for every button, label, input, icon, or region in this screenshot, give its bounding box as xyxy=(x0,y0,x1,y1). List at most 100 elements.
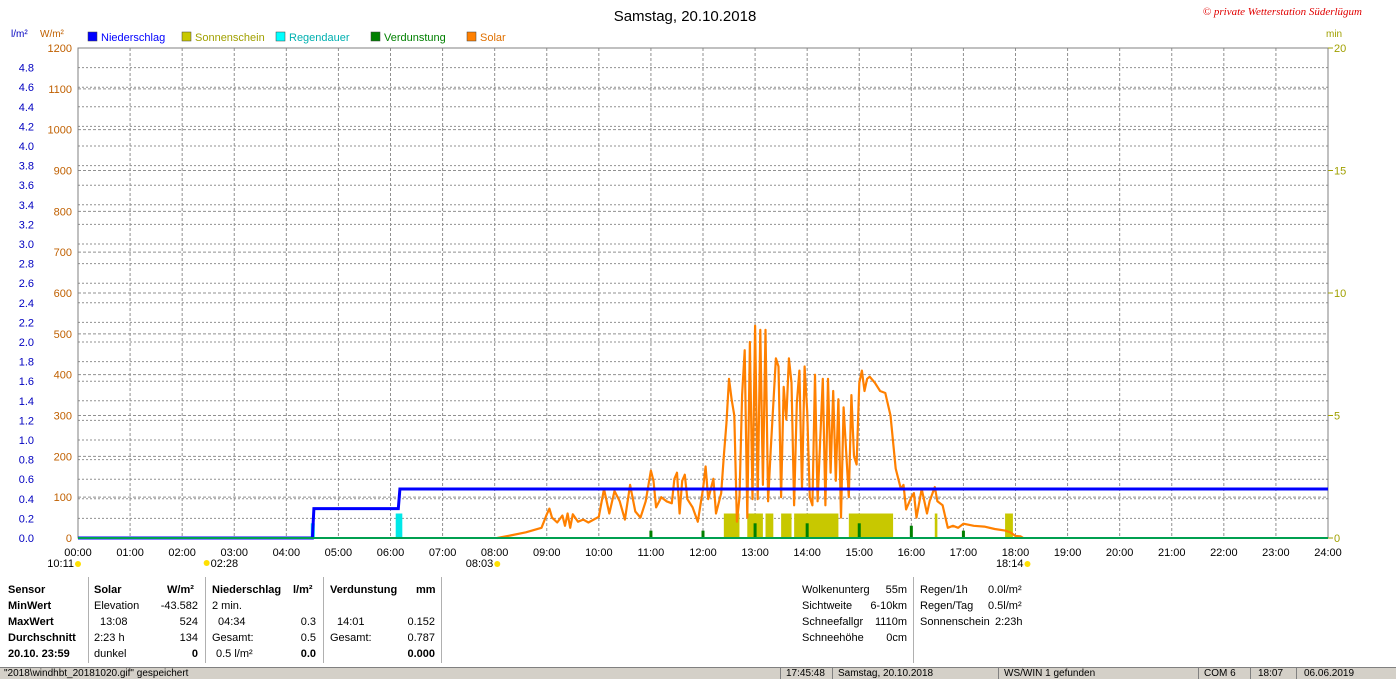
y-tick-precip: 4.6 xyxy=(19,82,34,94)
sensor-header: Sensor xyxy=(8,584,46,596)
rain-duration-bar xyxy=(395,513,400,538)
y-tick-precip: 3.4 xyxy=(19,200,34,212)
status-device: WS/WIN 1 gefunden xyxy=(1004,668,1096,679)
y-tick-precip: 0.0 xyxy=(19,533,34,545)
weather-value-0: 55m xyxy=(885,584,907,596)
weather-label-3: Schneehöhe xyxy=(802,632,864,644)
precip-header: Niederschlag xyxy=(212,584,282,596)
y-tick-precip: 2.4 xyxy=(19,298,34,310)
evap-unit: mm xyxy=(416,584,436,596)
status-date: Samstag, 20.10.2018 xyxy=(838,668,934,679)
y-tick-minutes: 20 xyxy=(1334,43,1346,55)
x-tick-label: 13:00 xyxy=(741,547,769,559)
evap-value-3: 0.000 xyxy=(407,648,435,660)
weather-value-1: 6-10km xyxy=(870,600,907,612)
sunshine-bar xyxy=(934,513,938,538)
evaporation-marks xyxy=(649,523,965,538)
x-tick-label: 16:00 xyxy=(898,547,926,559)
sunshine-bar xyxy=(848,513,894,538)
x-tick-label: 15:00 xyxy=(845,547,873,559)
legend-swatch xyxy=(275,31,286,42)
y-tick-solar: 700 xyxy=(54,247,72,259)
y-tick-precip: 2.2 xyxy=(19,317,34,329)
status-bar: "2018\windhbt_20181020.gif" gespeichert … xyxy=(0,667,1396,679)
x-tick-label: 22:00 xyxy=(1210,547,1238,559)
y-tick-precip: 1.0 xyxy=(19,435,34,447)
precip-unit: l/m² xyxy=(293,584,313,596)
x-tick-label: 09:00 xyxy=(533,547,561,559)
legend-swatch xyxy=(370,31,381,42)
y-tick-solar: 100 xyxy=(54,492,72,504)
solar-value-2: 134 xyxy=(179,632,198,644)
evap-value-2: 0.787 xyxy=(407,632,435,644)
weather-label-1: Sichtweite xyxy=(802,600,853,612)
legend-label: Niederschlag xyxy=(101,32,165,44)
precip-value-3: 0.0 xyxy=(300,648,316,660)
y-axis-minutes-ticks: 0 5 10 15 20 xyxy=(1328,43,1346,545)
y-tick-precip: 2.8 xyxy=(19,259,34,271)
stats-panel: Sensor MinWert MaxWert Durchschnitt 20.1… xyxy=(0,575,1396,667)
y-tick-precip: 0.2 xyxy=(19,513,34,525)
y-tick-solar: 400 xyxy=(54,370,72,382)
legend: Niederschlag Sonnenschein Regendauer Verdun… xyxy=(87,31,506,44)
y-tick-precip: 3.6 xyxy=(19,180,34,192)
y-tick-precip: 0.6 xyxy=(19,474,34,486)
solar-value-1: 524 xyxy=(179,616,198,628)
solar-value-3: 0 xyxy=(191,648,198,660)
y-tick-precip: 1.6 xyxy=(19,376,34,388)
weather-label-0: Wolkenunterg xyxy=(802,584,870,596)
y-tick-precip: 4.8 xyxy=(19,63,34,75)
y-tick-precip: 1.4 xyxy=(19,396,34,408)
y-tick-precip: 0.8 xyxy=(19,455,34,467)
rain-value-2: 2:23h xyxy=(995,616,1023,628)
y-tick-precip: 4.4 xyxy=(19,102,34,114)
precip-value-2: 0.5 xyxy=(300,632,316,644)
sunshine-bar xyxy=(794,513,839,538)
legend-swatch xyxy=(87,31,98,42)
x-tick-label: 06:00 xyxy=(377,547,405,559)
rain-label-2: Sonnenschein xyxy=(920,616,990,628)
y-tick-minutes: 15 xyxy=(1334,166,1346,178)
solar-label-3: dunkel xyxy=(94,648,127,660)
sunshine-bar xyxy=(781,513,792,538)
x-tick-label: 02:00 xyxy=(168,547,196,559)
weather-value-2: 1110m xyxy=(874,616,907,628)
unit-solar: W/m² xyxy=(40,29,65,40)
sun-marker-icon xyxy=(203,560,210,566)
x-tick-label: 24:00 xyxy=(1314,547,1342,559)
y-tick-solar: 1000 xyxy=(48,125,72,137)
solar-label-0: Elevation xyxy=(94,600,140,612)
sensor-row-avg: Durchschnitt xyxy=(8,632,76,644)
sun-marker-icon xyxy=(1024,561,1031,567)
precip-label-3: 0.5 l/m² xyxy=(216,648,253,660)
x-tick-label: 12:00 xyxy=(689,547,717,559)
x-tick-label: 18:00 xyxy=(1002,547,1030,559)
unit-precip: l/m² xyxy=(11,29,28,40)
evap-label-1: 14:01 xyxy=(337,616,365,628)
precip-value-1: 0.3 xyxy=(300,616,316,628)
y-tick-solar: 800 xyxy=(54,206,72,218)
chart-title: Samstag, 20.10.2018 xyxy=(614,8,757,25)
y-tick-precip: 4.2 xyxy=(19,121,34,133)
weather-label-2: Schneefallgr xyxy=(802,616,864,628)
status-port: COM 6 xyxy=(1204,668,1236,679)
y-tick-solar: 600 xyxy=(54,288,72,300)
solar-label-2: 2:23 h xyxy=(94,632,125,644)
legend-label: Sonnenschein xyxy=(195,32,265,44)
y-tick-solar: 1200 xyxy=(48,43,72,55)
sensor-row-date: 20.10. 23:59 xyxy=(8,648,70,660)
copyright-text: © private Wetterstation Süderlügum xyxy=(1203,6,1362,18)
evap-header: Verdunstung xyxy=(330,584,398,596)
status-file: "2018\windhbt_20181020.gif" gespeichert xyxy=(4,668,189,679)
x-axis-ticks: 00:00 01:00 02:00 03:00 04:00 05:00 06:00 07:00… xyxy=(64,547,1342,559)
x-tick-label: 23:00 xyxy=(1262,547,1290,559)
evap-value-1: 0.152 xyxy=(407,616,435,628)
solar-value-0: -43.582 xyxy=(160,600,198,612)
sun-marker-icon xyxy=(75,561,81,567)
x-tick-label: 10:00 xyxy=(585,547,613,559)
status-date2: 06.06.2019 xyxy=(1304,668,1355,679)
status-time: 17:45:48 xyxy=(786,668,825,679)
y-tick-precip: 4.0 xyxy=(19,141,34,153)
x-tick-label: 00:00 xyxy=(64,547,92,559)
sunshine-bar xyxy=(765,513,774,538)
